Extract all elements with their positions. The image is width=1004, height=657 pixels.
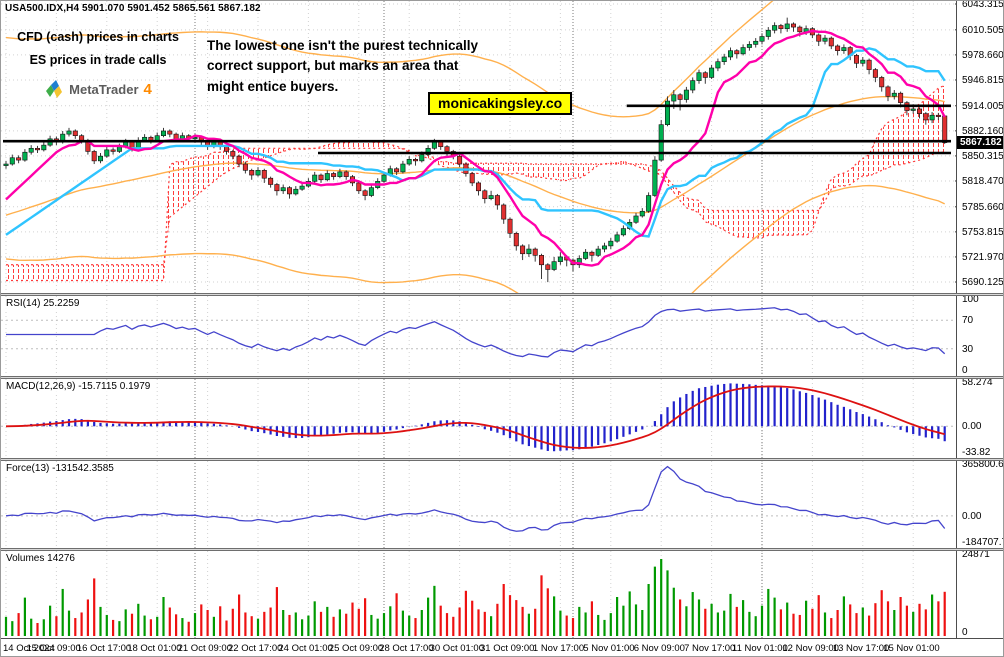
price-axis-label: 5753.815 bbox=[962, 226, 1004, 238]
force-panel-label: Force(13) -131542.3585 bbox=[4, 463, 116, 474]
time-axis-label: 18 Oct 01:00 bbox=[127, 643, 182, 654]
rsi-axis-label: 100 bbox=[962, 294, 979, 305]
price-axis-label: 5818.470 bbox=[962, 175, 1004, 187]
volumes-panel-label: Volumes 14276 bbox=[4, 553, 77, 564]
force-axis-label: 0.00 bbox=[962, 510, 982, 522]
price-axis-label: 6010.505 bbox=[962, 24, 1004, 36]
force-axis-label: -184707.78 bbox=[962, 537, 1003, 548]
price-axis-label: 6043.315 bbox=[962, 0, 1004, 10]
rsi-axis-label: 70 bbox=[962, 315, 974, 327]
annotation-text: The lowest one isn't the purest technica… bbox=[207, 38, 479, 94]
panel-splitter[interactable] bbox=[1, 376, 1003, 379]
time-axis-label: 1 Nov 17:00 bbox=[532, 643, 585, 654]
info-line-2: ES prices in trade calls bbox=[29, 53, 167, 67]
info-line-1: CFD (cash) prices in charts bbox=[17, 30, 179, 44]
price-axis-label: 5946.815 bbox=[962, 74, 1004, 86]
price-axis-label: 5690.125 bbox=[962, 277, 1004, 288]
watermark-label: monicakingsley.co bbox=[428, 92, 573, 115]
time-axis-label: 15 Oct 09:00 bbox=[26, 643, 81, 654]
time-axis-label: 25 Oct 09:00 bbox=[328, 643, 384, 654]
symbol-ohlc-header: USA500.IDX,H4 5901.070 5901.452 5865.561… bbox=[5, 3, 261, 14]
metatrader-logo-text: MetaTrader bbox=[69, 81, 139, 97]
macd-axis-label: 58.274 bbox=[962, 377, 993, 388]
time-axis-label: 30 Oct 01:00 bbox=[429, 643, 484, 654]
time-axis-label: 14 Oct 2024 bbox=[3, 643, 55, 654]
force-axis-label: 365800.693 bbox=[962, 459, 1004, 470]
metatrader-logo-icon bbox=[46, 80, 63, 98]
time-axis-label: 11 Nov 01:00 bbox=[732, 643, 788, 654]
price-axis-label: 5785.660 bbox=[962, 201, 1004, 213]
info-box: CFD (cash) prices in charts ES prices in… bbox=[9, 21, 187, 99]
price-scale[interactable]: 6043.315 6010.505 5978.660 5946.815 5914.005… bbox=[956, 0, 1004, 638]
time-scale[interactable]: 14 Oct 2024 15 Oct 09:00 16 Oct 17:00 18 Oc… bbox=[1, 638, 1003, 656]
time-axis-label: 12 Nov 09:00 bbox=[782, 643, 839, 654]
price-axis-label: 5850.315 bbox=[962, 150, 1004, 162]
panel-splitter[interactable] bbox=[1, 548, 1003, 551]
rsi-axis-label: 30 bbox=[962, 343, 974, 355]
time-axis-label: 15 Nov 01:00 bbox=[883, 643, 940, 654]
macd-axis-label: -33.82 bbox=[962, 447, 991, 458]
volumes-axis-label: 0 bbox=[962, 627, 968, 638]
price-axis-label: 5978.660 bbox=[962, 49, 1004, 61]
macd-panel-label: MACD(12,26,9) -15.7115 0.1979 bbox=[4, 381, 153, 392]
rsi-axis-label: 0 bbox=[962, 365, 968, 376]
panel-splitter[interactable] bbox=[1, 293, 1003, 296]
current-price-tag: 5867.182 bbox=[957, 135, 1003, 149]
rsi-panel-label: RSI(14) 25.2259 bbox=[4, 298, 82, 309]
price-axis-label: 5914.005 bbox=[962, 100, 1004, 112]
price-axis-label: 5721.970 bbox=[962, 251, 1004, 263]
time-axis-label: 5 Nov 01:00 bbox=[583, 643, 635, 654]
panel-splitter[interactable] bbox=[1, 458, 1003, 461]
time-axis-label: 6 Nov 09:00 bbox=[633, 643, 685, 654]
time-axis-label: 21 Oct 09:00 bbox=[177, 643, 232, 654]
time-axis-label: 31 Oct 09:00 bbox=[480, 643, 535, 654]
price-axis-label: 5882.160 bbox=[962, 125, 1004, 137]
time-axis-label: 28 Oct 17:00 bbox=[379, 643, 434, 654]
time-axis-label: 13 Nov 17:00 bbox=[832, 643, 890, 654]
time-axis-label: 22 Oct 17:00 bbox=[228, 643, 283, 654]
metatrader-logo-number: 4 bbox=[143, 80, 152, 98]
metatrader-logo: MetaTrader 4 bbox=[9, 79, 187, 99]
time-axis-label: 7 Nov 17:00 bbox=[684, 643, 736, 654]
time-axis-label: 16 Oct 17:00 bbox=[76, 643, 132, 654]
time-axis-label: 24 Oct 01:00 bbox=[278, 643, 333, 654]
macd-axis-label: 0.00 bbox=[962, 421, 982, 433]
volumes-axis-label: 24871 bbox=[962, 549, 990, 560]
